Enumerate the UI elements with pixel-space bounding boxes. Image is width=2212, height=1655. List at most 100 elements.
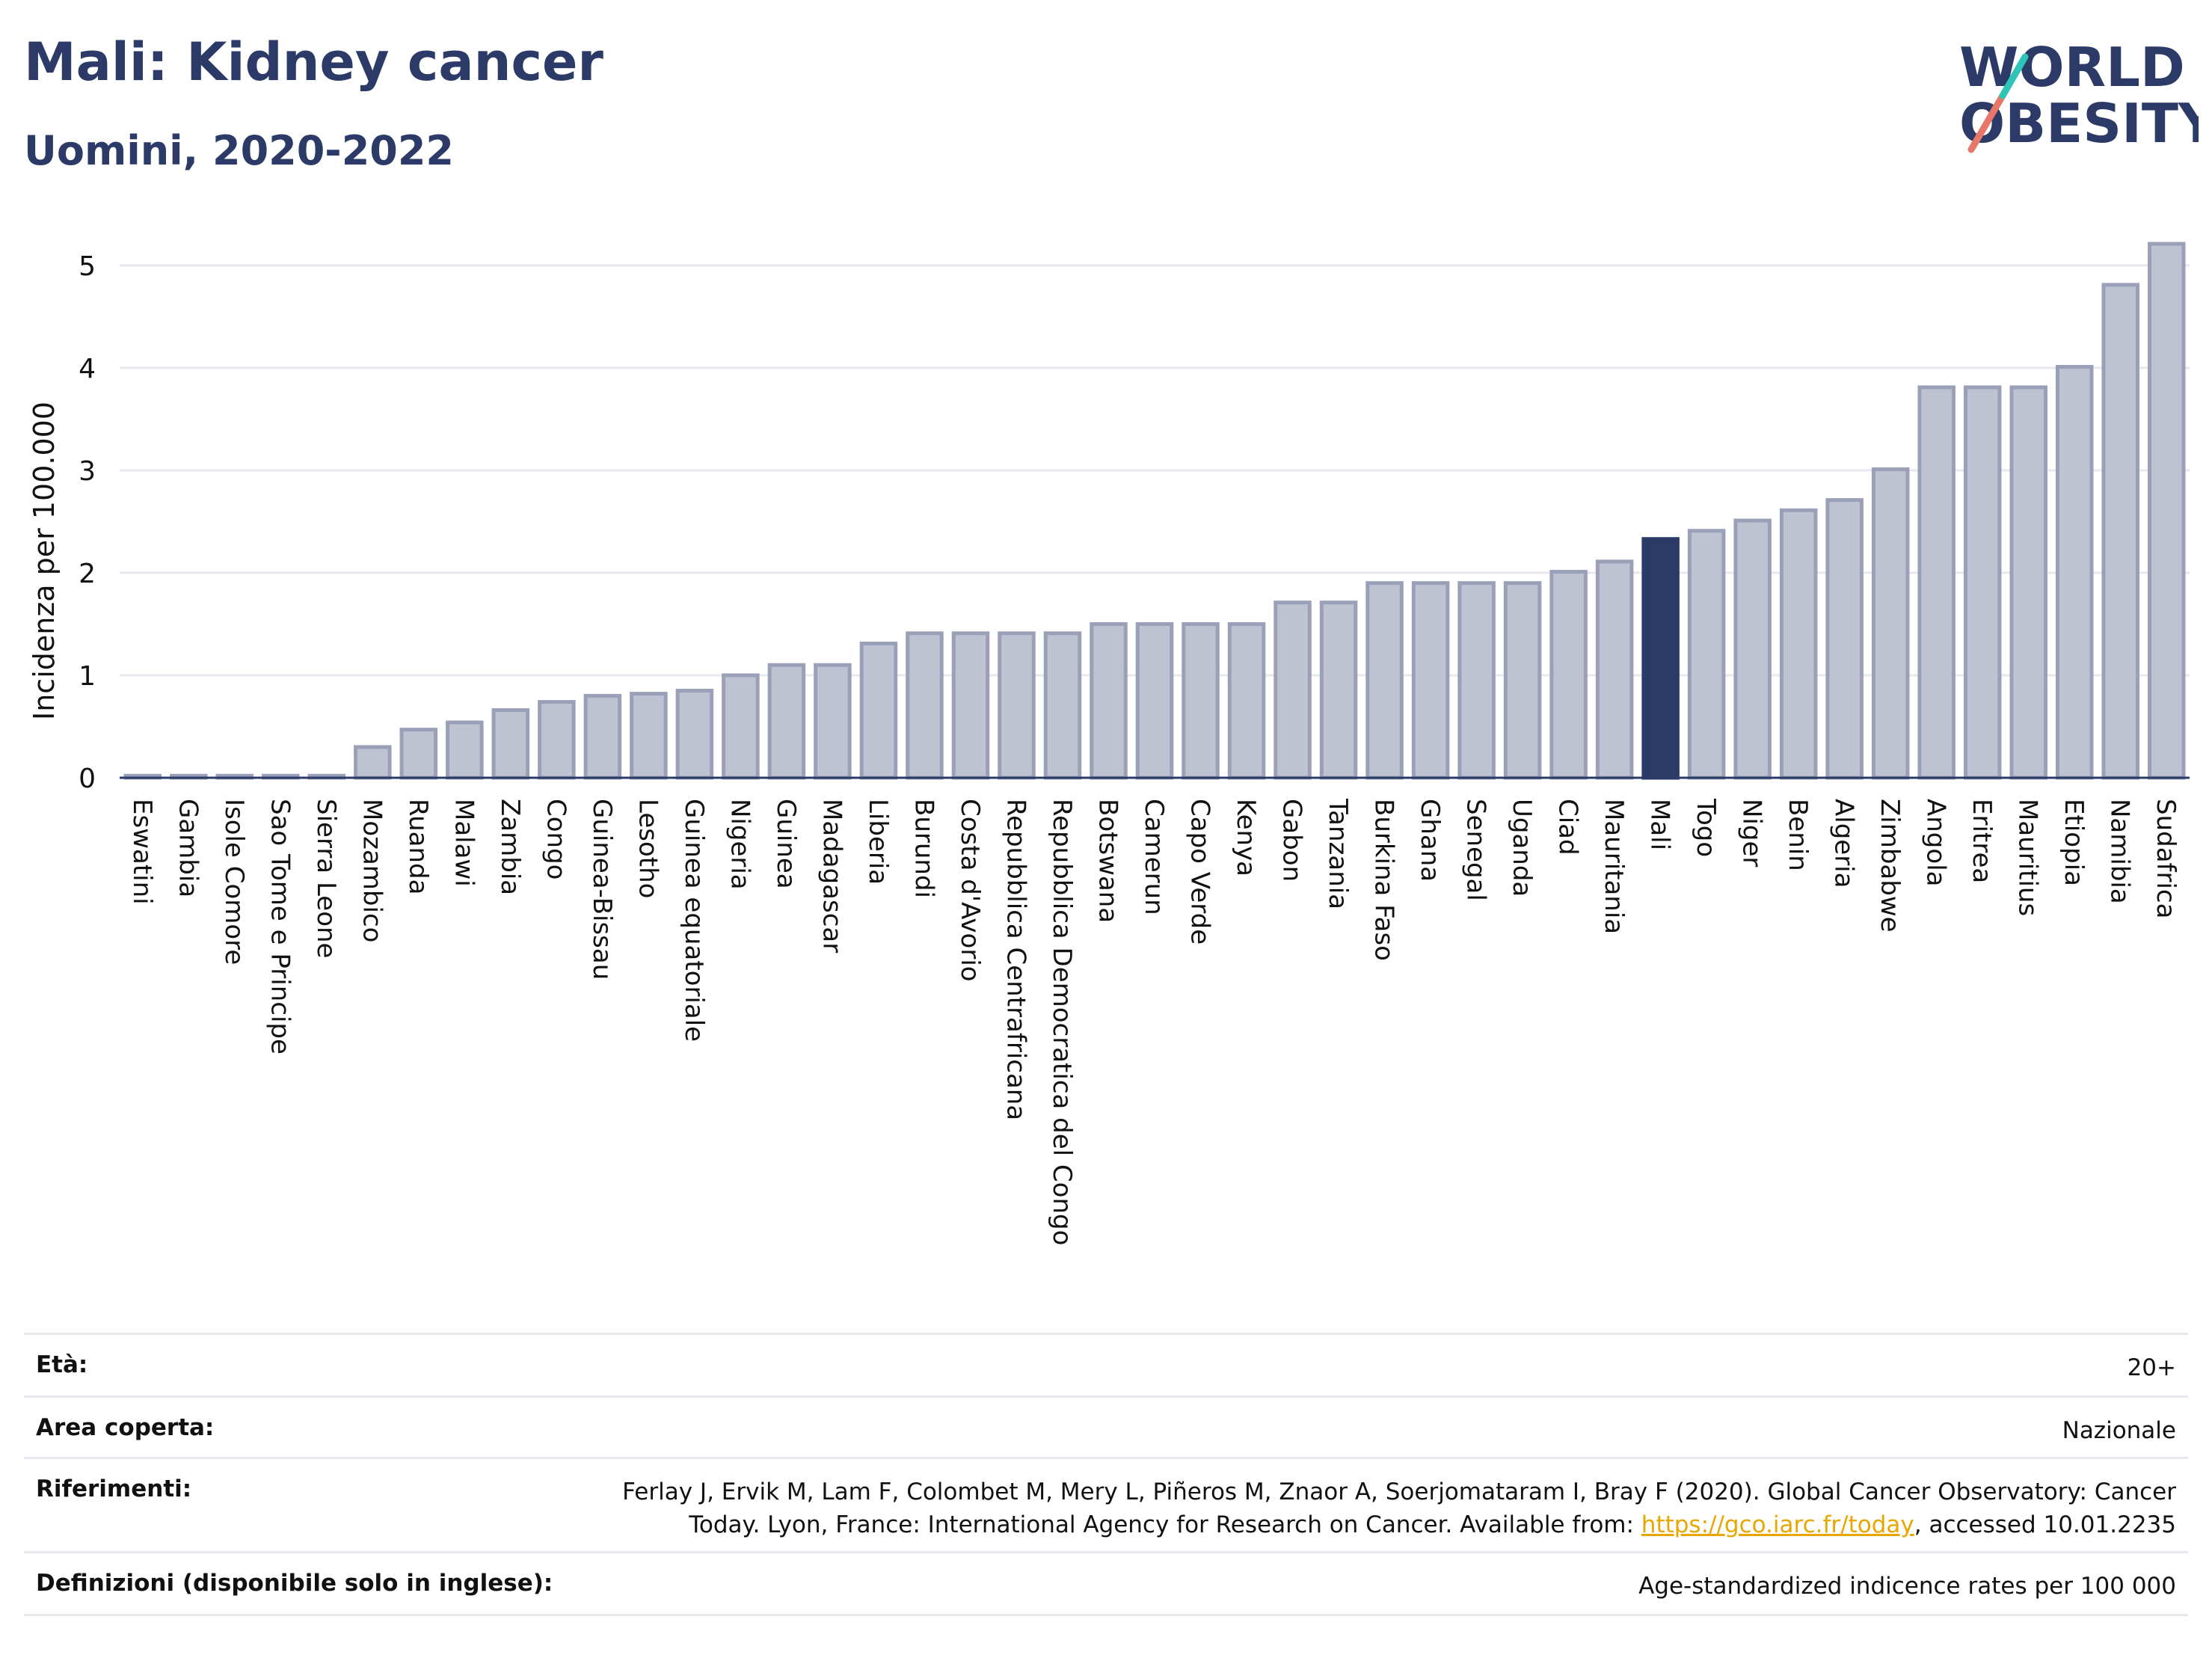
references-line1: Ferlay J, Ervik M, Lam F, Colombet M, Me… (622, 1479, 2176, 1505)
x-tick-label: Ciad (1553, 799, 1583, 856)
chart-title: Mali: Kidney cancer (24, 31, 603, 93)
age-value: 20+ (2127, 1354, 2176, 1381)
x-tick-label: Sudafrica (2151, 799, 2181, 918)
x-tick-labels: Eswatini Gambia Isole Comore Sao Tome e Pri… (127, 798, 2181, 1245)
bar-repubblica-democratica-del-congo (1043, 631, 1082, 780)
x-tick-label: Niger (1737, 799, 1767, 867)
bar-ciad (1549, 570, 1588, 780)
bar-mauritius (2009, 385, 2047, 780)
x-tick-label: Guinea-Bissau (587, 799, 617, 980)
x-tick-label: Lesotho (633, 799, 663, 898)
x-tick-label: Costa d'Avorio (955, 799, 985, 982)
bar-madagascar (814, 663, 852, 780)
x-tick-label: Mauritius (2013, 799, 2043, 916)
x-tick-label: Benin (1783, 799, 1813, 871)
y-tick-label: 4 (79, 354, 96, 384)
references-link[interactable]: https://gco.iarc.fr/today (1641, 1511, 1914, 1538)
x-tick-label: Gabon (1277, 799, 1307, 882)
references-value: Ferlay J, Ervik M, Lam F, Colombet M, Me… (622, 1476, 2176, 1541)
x-tick-label: Kenya (1231, 799, 1261, 876)
bar-gabon (1274, 601, 1312, 780)
bar-senegal (1457, 581, 1496, 780)
y-tick-label: 2 (79, 559, 96, 589)
y-axis-title: Incidenza per 100.000 (28, 402, 61, 720)
x-tick-label: Guinea (771, 799, 801, 889)
bar-ghana (1411, 581, 1450, 780)
bar-mali (1641, 537, 1680, 780)
x-tick-label: Ghana (1415, 799, 1445, 882)
bar-angola (1917, 385, 1956, 780)
x-tick-label: Sao Tome e Principe (265, 799, 295, 1054)
x-tick-label: Ruanda (403, 799, 433, 894)
metadata-table: Età: 20+ Area coperta: Nazionale Riferim… (24, 1333, 2188, 1616)
x-tick-label: Repubblica Democratica del Congo (1047, 799, 1077, 1245)
age-label: Età: (36, 1351, 88, 1378)
bar-guinea (767, 663, 806, 780)
meta-row-coverage: Area coperta: Nazionale (24, 1395, 2188, 1457)
y-tick-label: 5 (79, 251, 96, 282)
x-tick-label: Eswatini (127, 799, 157, 905)
x-tick-label: Capo Verde (1185, 799, 1215, 945)
y-tick-label: 1 (79, 661, 96, 692)
bars-layer (123, 242, 2186, 780)
x-tick-label: Burkina Faso (1369, 799, 1399, 961)
x-tick-label: Camerun (1139, 799, 1169, 915)
bar-mozambico (354, 745, 392, 780)
x-tick-label: Mali (1645, 799, 1675, 850)
x-tick-label: Togo (1691, 798, 1721, 857)
x-tick-label: Eritrea (1967, 799, 1997, 883)
bar-burundi (906, 631, 944, 780)
meta-bottom-rule (24, 1614, 2188, 1616)
x-tick-label: Mozambico (357, 799, 387, 942)
world-obesity-logo: WORLD OBESITY (1959, 36, 2199, 155)
bar-niger (1733, 518, 1772, 780)
logo-slash-teal (1999, 53, 2029, 99)
chart-subtitle: Uomini, 2020-2022 (24, 127, 454, 174)
bar-malawi (446, 720, 484, 780)
x-tick-label: Repubblica Centrafricana (1001, 799, 1030, 1120)
y-tick-label: 3 (79, 456, 96, 487)
x-tick-label: Etiopia (2059, 799, 2089, 886)
bar-tanzania (1319, 601, 1358, 780)
x-tick-label: Nigeria (725, 799, 755, 890)
bar-nigeria (722, 673, 760, 780)
x-tick-label: Uganda (1507, 799, 1537, 897)
bar-chart: Eswatini Gambia Isole Comore Sao Tome e Pri… (28, 242, 2190, 1245)
bar-zambia (491, 708, 530, 780)
meta-row-references: Riferimenti: Ferlay J, Ervik M, Lam F, C… (24, 1457, 2188, 1551)
bar-togo (1687, 529, 1726, 780)
bar-camerun (1135, 621, 1174, 780)
bar-eritrea (1963, 385, 2002, 780)
bar-algeria (1825, 498, 1864, 780)
x-tick-label: Madagascar (817, 799, 847, 953)
bar-burkina-faso (1365, 581, 1404, 780)
x-tick-label: Congo (541, 799, 571, 879)
x-tick-label: Zimbabwe (1875, 799, 1905, 933)
coverage-value: Nazionale (2062, 1417, 2176, 1444)
bar-zimbabwe (1871, 467, 1910, 780)
bar-namibia (2101, 283, 2139, 780)
bar-mauritania (1595, 559, 1634, 780)
bar-guinea-equatoriale (675, 689, 714, 780)
x-tick-label: Botswana (1093, 799, 1122, 923)
y-tick-label: 0 (79, 764, 96, 794)
logo-line1: WORLD (1959, 36, 2185, 99)
x-tick-label: Tanzania (1323, 798, 1353, 909)
x-tick-label: Malawi (449, 799, 479, 887)
x-tick-label: Algeria (1829, 799, 1859, 888)
logo-slash-red (1967, 92, 2006, 153)
bar-kenya (1227, 621, 1266, 780)
definitions-label: Definizioni (disponibile solo in inglese… (36, 1570, 553, 1597)
bar-costa-d-avorio (951, 631, 990, 780)
bar-guinea-bissau (583, 693, 622, 780)
bar-benin (1779, 508, 1818, 780)
bar-sudafrica (2147, 242, 2186, 780)
x-tick-label: Burundi (909, 799, 938, 898)
x-tick-label: Namibia (2105, 799, 2135, 904)
x-tick-label: Senegal (1461, 799, 1491, 901)
references-line2-post: , accessed 10.01.2235 (1914, 1511, 2176, 1538)
bar-lesotho (630, 692, 668, 780)
bar-botswana (1090, 621, 1128, 780)
bar-etiopia (2055, 364, 2094, 780)
bar-liberia (859, 641, 898, 780)
